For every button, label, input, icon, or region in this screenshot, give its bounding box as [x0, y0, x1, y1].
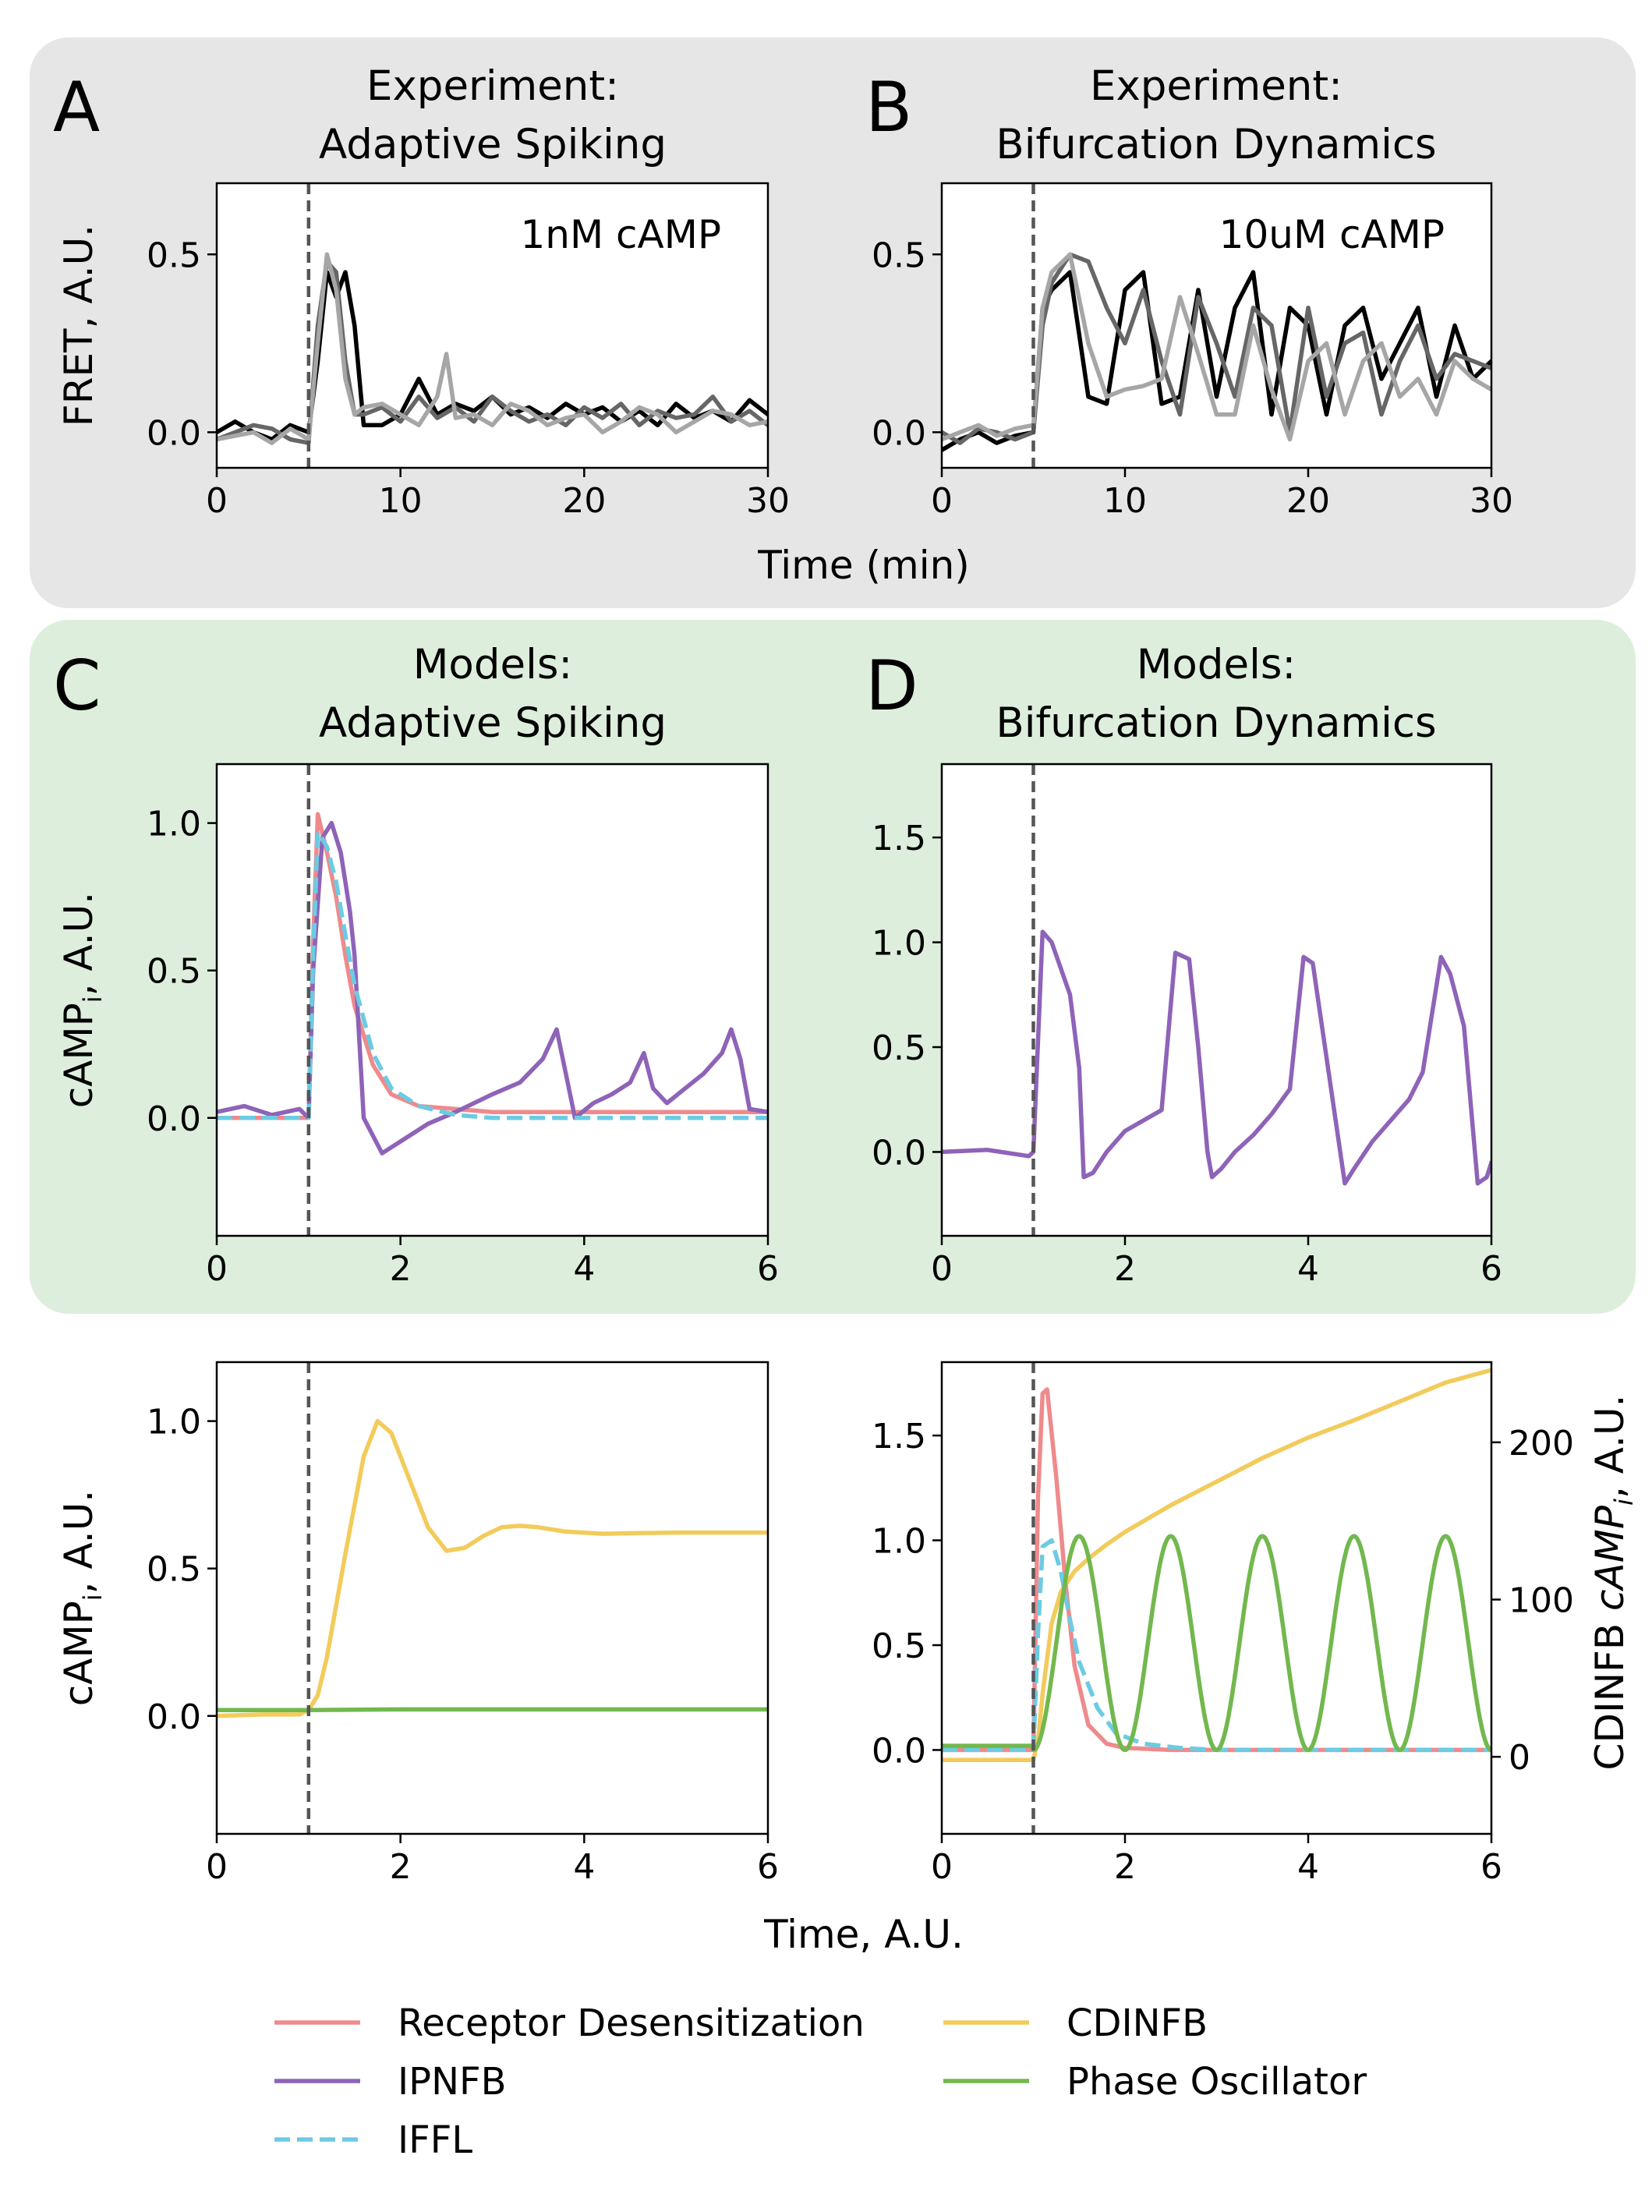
x-tick-label: 30 — [746, 481, 790, 521]
stimulus-annotation: 1nM cAMP — [520, 212, 721, 257]
panel-title: Models: — [413, 641, 573, 688]
series-exp-trace-3 — [942, 252, 1491, 442]
x-tick-label: 6 — [757, 1249, 779, 1289]
panel-E: 0 2 4 6 0.0 0.5 1.0 cAMPi, A.U. — [56, 1361, 779, 1887]
x-tick-label: 4 — [1297, 1249, 1319, 1289]
x-tick-label: 0 — [931, 481, 953, 521]
y-tick-label: 1.0 — [147, 1403, 201, 1442]
panel-letter: A — [53, 67, 100, 147]
x-tick-label: 6 — [757, 1847, 779, 1887]
panel-letter: B — [865, 67, 912, 147]
y-axis-label: FRET, A.U. — [56, 225, 101, 426]
series-iffl — [217, 830, 768, 1120]
legend-label: CDINFB — [1067, 2001, 1208, 2045]
y-tick-label: 1.5 — [872, 1417, 926, 1456]
axes-frame — [215, 182, 769, 469]
x-tick-label: 30 — [1470, 481, 1513, 521]
y-tick-label: 0.0 — [872, 1731, 926, 1771]
stimulus-annotation: 10uM cAMP — [1219, 212, 1445, 257]
panel-title: Experiment: — [1090, 62, 1342, 110]
panel-letter: D — [865, 646, 918, 726]
y-tick-label: 0.5 — [872, 1028, 926, 1068]
legend-label: Phase Oscillator — [1067, 2060, 1367, 2104]
series-iffl — [942, 1538, 1491, 1753]
legend-label: Receptor Desensitization — [398, 2001, 865, 2045]
legend-label: IPNFB — [398, 2060, 507, 2104]
model-x-axis-label: Time, A.U. — [763, 1912, 964, 1957]
x-tick-label: 20 — [1286, 481, 1330, 521]
x-tick-label: 0 — [206, 1249, 228, 1289]
plot-area — [217, 1362, 768, 1834]
x-tick-label: 6 — [1480, 1249, 1502, 1289]
y-axis-label: cAMPi, A.U. — [56, 1490, 108, 1706]
y-tick-label: 0.5 — [872, 235, 926, 275]
series-ipnfb — [217, 820, 768, 1156]
panel-A: 0 10 20 30 0.0 0.5 A Experiment: Adaptive Spikin… — [53, 62, 790, 521]
y-tick-label: 0.5 — [147, 952, 201, 992]
panel-F: 0 2 4 6 0.0 0.5 1.0 1.5 0 100 200 CDINFB cAMPi, A.U… — [872, 1361, 1639, 1887]
x-tick-label: 2 — [390, 1847, 412, 1887]
x-tick-label: 6 — [1480, 1847, 1502, 1887]
y2-axis-label: CDINFB cAMPi, A.U. — [1587, 1395, 1639, 1771]
panel-title: Models: — [1137, 641, 1296, 688]
y-axis-label: cAMPi, A.U. — [56, 892, 108, 1108]
y2-tick-label: 100 — [1509, 1581, 1574, 1621]
axes-frame — [215, 1361, 769, 1835]
x-tick-label: 2 — [390, 1249, 412, 1289]
axes-frame — [215, 763, 769, 1237]
x-tick-label: 4 — [1297, 1847, 1319, 1887]
x-tick-label: 10 — [379, 481, 423, 521]
y-tick-label: 0.5 — [147, 235, 201, 275]
experiment-x-axis-label: Time (min) — [757, 543, 970, 588]
panel-title: Experiment: — [366, 62, 619, 110]
x-tick-label: 10 — [1103, 481, 1147, 521]
x-tick-label: 2 — [1114, 1847, 1136, 1887]
plot-area — [217, 764, 768, 1236]
y2-tick-label: 200 — [1509, 1424, 1574, 1463]
axes-frame — [940, 1361, 1493, 1835]
y-tick-label: 0.0 — [872, 413, 926, 453]
x-tick-label: 0 — [206, 481, 228, 521]
y-tick-label: 0.5 — [147, 1550, 201, 1590]
y-tick-label: 0.0 — [872, 1133, 926, 1173]
y-tick-label: 0.0 — [147, 413, 201, 453]
x-tick-label: 0 — [206, 1847, 228, 1887]
panel-C: 0 2 4 6 0.0 0.5 1.0 C Models: Adaptive Spiking cAM… — [53, 641, 779, 1289]
panel-letter: C — [53, 646, 101, 726]
y2-tick-label: 0 — [1509, 1738, 1530, 1778]
legend: Receptor Desensitization IPNFB IFFL CDINFB P… — [274, 2001, 1367, 2162]
x-tick-label: 4 — [573, 1847, 595, 1887]
axes-frame — [940, 763, 1493, 1237]
series-cdinfb — [217, 1418, 768, 1718]
panel-title: Bifurcation Dynamics — [996, 121, 1436, 168]
panel-B: 0 10 20 30 0.0 0.5 B Experiment: Bifurcation Dyn… — [865, 62, 1513, 521]
series-receptor-desensitization — [217, 812, 768, 1120]
x-tick-label: 0 — [931, 1249, 953, 1289]
x-tick-label: 20 — [562, 481, 606, 521]
y-tick-label: 1.0 — [872, 924, 926, 964]
panel-D: 0 2 4 6 0.0 0.5 1.0 1.5 D Models: Bifurcation Dyna… — [865, 641, 1502, 1289]
legend-label: IFFL — [398, 2118, 472, 2162]
panel-title: Adaptive Spiking — [319, 699, 667, 747]
plot-area — [942, 1362, 1491, 1834]
y-tick-label: 1.0 — [872, 1522, 926, 1562]
x-tick-label: 0 — [931, 1847, 953, 1887]
y-tick-label: 1.5 — [872, 819, 926, 858]
y-tick-label: 0.0 — [147, 1697, 201, 1737]
y-tick-label: 0.5 — [872, 1626, 926, 1666]
y-tick-label: 0.0 — [147, 1099, 201, 1139]
x-tick-label: 4 — [573, 1249, 595, 1289]
x-tick-label: 2 — [1114, 1249, 1136, 1289]
y-tick-label: 1.0 — [147, 805, 201, 844]
plot-area — [942, 764, 1491, 1236]
panel-title: Bifurcation Dynamics — [996, 699, 1436, 747]
series-phase-oscillator — [217, 1707, 768, 1712]
axes-frame — [940, 182, 1493, 469]
series-exp-trace-3 — [217, 252, 768, 445]
panel-title: Adaptive Spiking — [319, 121, 667, 168]
series-ipnfb — [942, 929, 1491, 1186]
